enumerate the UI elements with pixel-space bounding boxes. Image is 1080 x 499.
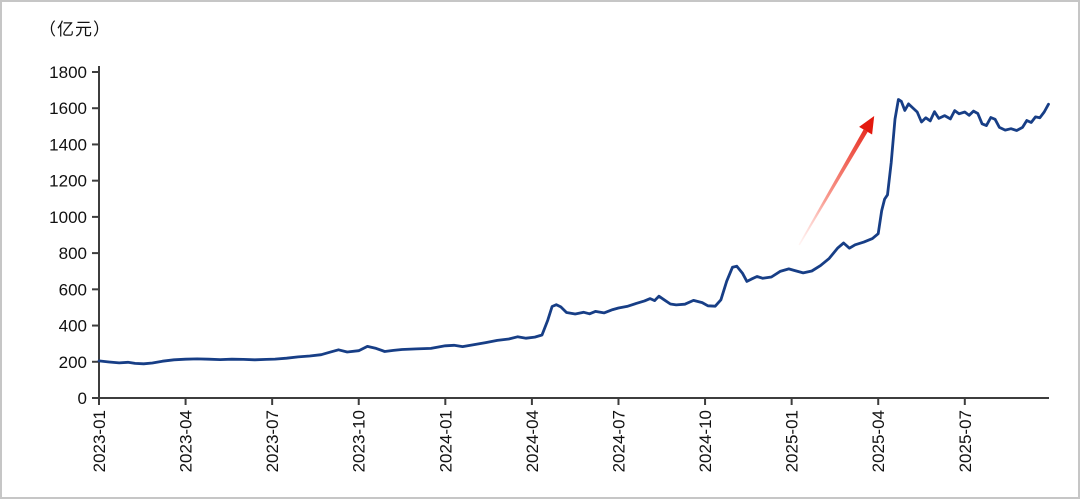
- y-tick-label: 800: [59, 244, 87, 263]
- x-tick-label: 2024-01: [436, 410, 455, 472]
- x-tick-label: 2024-04: [523, 410, 542, 472]
- x-tick-label: 2025-04: [869, 410, 888, 472]
- y-tick-label: 1400: [49, 135, 87, 154]
- x-tick-label: 2025-07: [956, 410, 975, 472]
- y-tick-label: 1200: [49, 172, 87, 191]
- x-tick-label: 2023-04: [177, 410, 196, 472]
- x-tick-label: 2024-10: [696, 410, 715, 472]
- x-tick-label: 2024-07: [609, 410, 628, 472]
- y-axis-unit-label: （亿元）: [39, 20, 111, 39]
- y-tick-label: 200: [59, 353, 87, 372]
- y-tick-label: 1000: [49, 208, 87, 227]
- y-tick-label: 600: [59, 280, 87, 299]
- y-tick-label: 400: [59, 317, 87, 336]
- trend-arrow-head: [859, 116, 875, 135]
- x-tick-label: 2025-01: [783, 410, 802, 472]
- y-tick-label: 1600: [49, 99, 87, 118]
- x-tick-label: 2023-01: [90, 410, 109, 472]
- trend-arrow-shaft: [798, 129, 868, 246]
- x-tick-label: 2023-10: [350, 410, 369, 472]
- x-tick-label: 2023-07: [263, 410, 282, 472]
- y-tick-label: 0: [78, 389, 87, 408]
- y-tick-label: 1800: [49, 63, 87, 82]
- data-line: [97, 98, 1050, 366]
